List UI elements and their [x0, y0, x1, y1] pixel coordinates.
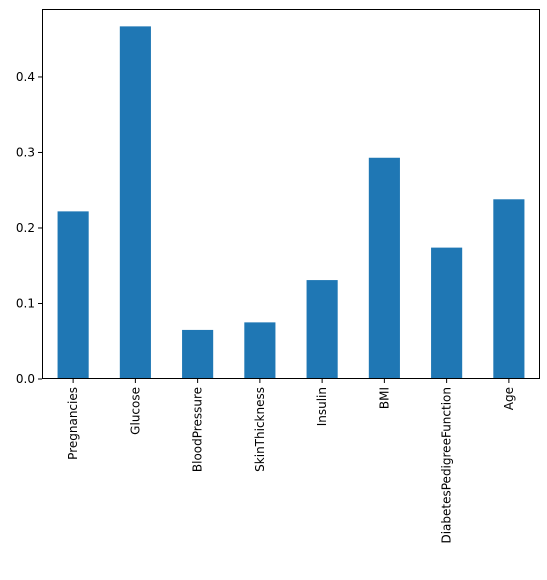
plot-frame — [42, 9, 540, 379]
x-tick-label: BloodPressure — [191, 387, 205, 472]
bar-insulin — [306, 280, 338, 379]
y-tick-label: 0.3 — [16, 145, 35, 159]
y-tick-label: 0.1 — [16, 296, 35, 310]
bar-age — [493, 199, 525, 379]
bar-bmi — [368, 157, 400, 379]
bar-diabetespedigreefunction — [431, 247, 463, 379]
bar-bloodpressure — [182, 329, 214, 379]
bar-pregnancies — [57, 211, 89, 379]
bar-skinthickness — [244, 322, 276, 379]
x-tick-label: Pregnancies — [66, 387, 80, 460]
x-tick-label: DiabetesPedigreeFunction — [440, 387, 454, 544]
y-tick-label: 0.2 — [16, 221, 35, 235]
y-tick-label: 0.4 — [16, 70, 35, 84]
x-tick-label: BMI — [377, 387, 391, 409]
x-tick-label: Glucose — [128, 387, 142, 435]
bars-group — [57, 26, 525, 380]
x-tick-label: Insulin — [315, 387, 329, 426]
y-tick-label: 0.0 — [16, 372, 35, 386]
x-axis-ticks: Pregnancies Glucose BloodPressure SkinThick… — [66, 379, 516, 544]
bar-glucose — [119, 26, 151, 380]
x-tick-label: Age — [502, 387, 516, 410]
x-tick-label: SkinThickness — [253, 387, 267, 472]
y-axis-ticks: 0.0 0.1 0.2 0.3 0.4 — [16, 70, 42, 386]
